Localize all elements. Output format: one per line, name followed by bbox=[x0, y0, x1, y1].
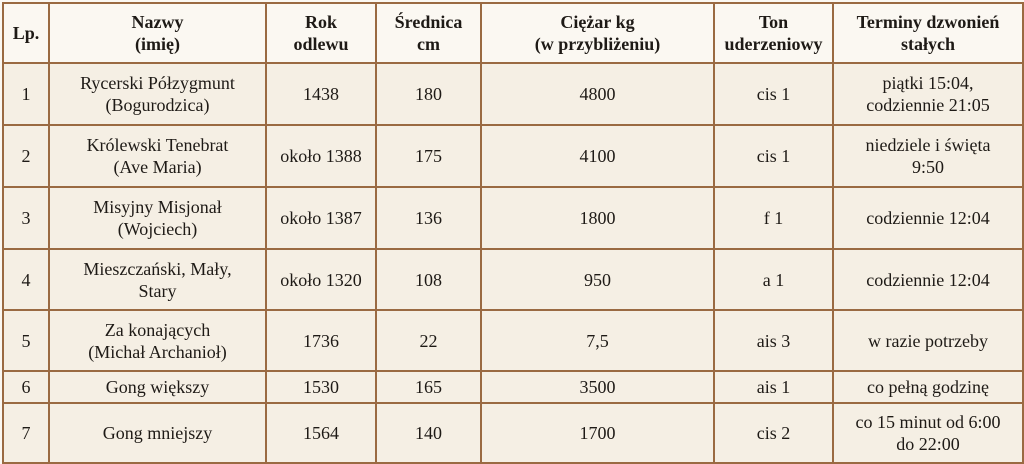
table-cell: cis 2 bbox=[713, 402, 834, 464]
header-row: Lp. Nazwy (imię) Rok odlewu Średnica cm Cięż… bbox=[2, 2, 1024, 64]
table-cell: 1530 bbox=[265, 370, 377, 404]
table-cell: około 1387 bbox=[265, 186, 377, 250]
table-cell: 6 bbox=[2, 370, 50, 404]
header-cell: Nazwy (imię) bbox=[48, 2, 267, 64]
table-cell: 2 bbox=[2, 124, 50, 188]
table-cell: 5 bbox=[2, 309, 50, 372]
table-cell: 7 bbox=[2, 402, 50, 464]
table-row: 6 Gong większy 1530 165 3500 ais 1 co pełną go… bbox=[2, 370, 1024, 404]
table-row: 5 Za konających (Michał Archanioł) 1736 22 7… bbox=[2, 309, 1024, 372]
table-row: 1 Rycerski Półzygmunt (Bogurodzica) 1438 18… bbox=[2, 62, 1024, 126]
table-cell: cis 1 bbox=[713, 62, 834, 126]
header-cell: Ton uderzeniowy bbox=[713, 2, 834, 64]
table-cell: 4100 bbox=[480, 124, 715, 188]
table-cell: 1800 bbox=[480, 186, 715, 250]
table-cell: 1700 bbox=[480, 402, 715, 464]
table-cell: Królewski Tenebrat (Ave Maria) bbox=[48, 124, 267, 188]
table-cell: niedziele i święta 9:50 bbox=[832, 124, 1024, 188]
table-cell: 3 bbox=[2, 186, 50, 250]
table-cell: 175 bbox=[375, 124, 482, 188]
table-cell: 4800 bbox=[480, 62, 715, 126]
table-cell: piątki 15:04, codziennie 21:05 bbox=[832, 62, 1024, 126]
table-row: 3 Misyjny Misjonał (Wojciech) około 1387 13… bbox=[2, 186, 1024, 250]
header-cell: Terminy dzwonień stałych bbox=[832, 2, 1024, 64]
table-cell: codziennie 12:04 bbox=[832, 248, 1024, 311]
table-cell: około 1388 bbox=[265, 124, 377, 188]
table-cell: 108 bbox=[375, 248, 482, 311]
table-cell: w razie potrzeby bbox=[832, 309, 1024, 372]
table-cell: 1 bbox=[2, 62, 50, 126]
table-cell: 1438 bbox=[265, 62, 377, 126]
table-cell: 950 bbox=[480, 248, 715, 311]
table-cell: codziennie 12:04 bbox=[832, 186, 1024, 250]
table-cell: 4 bbox=[2, 248, 50, 311]
header-cell: Rok odlewu bbox=[265, 2, 377, 64]
table-row: 2 Królewski Tenebrat (Ave Maria) około 138… bbox=[2, 124, 1024, 188]
table-cell: 1736 bbox=[265, 309, 377, 372]
table-cell: około 1320 bbox=[265, 248, 377, 311]
header-cell: Ciężar kg (w przybliżeniu) bbox=[480, 2, 715, 64]
table-cell: co pełną godzinę bbox=[832, 370, 1024, 404]
table-cell: Mieszczański, Mały, Stary bbox=[48, 248, 267, 311]
table-cell: 136 bbox=[375, 186, 482, 250]
table-cell: Misyjny Misjonał (Wojciech) bbox=[48, 186, 267, 250]
table-row: 7 Gong mniejszy 1564 140 1700 cis 2 co 15 minu… bbox=[2, 402, 1024, 464]
table-cell: 1564 bbox=[265, 402, 377, 464]
table-cell: 180 bbox=[375, 62, 482, 126]
table-body: 1 Rycerski Półzygmunt (Bogurodzica) 1438 18… bbox=[2, 62, 1024, 464]
table-cell: cis 1 bbox=[713, 124, 834, 188]
table-cell: 22 bbox=[375, 309, 482, 372]
table-row: 4 Mieszczański, Mały, Stary około 1320 108 9… bbox=[2, 248, 1024, 311]
table-cell: Gong większy bbox=[48, 370, 267, 404]
table-cell: 140 bbox=[375, 402, 482, 464]
table-cell: ais 1 bbox=[713, 370, 834, 404]
table-cell: Gong mniejszy bbox=[48, 402, 267, 464]
table-cell: 3500 bbox=[480, 370, 715, 404]
table-cell: co 15 minut od 6:00 do 22:00 bbox=[832, 402, 1024, 464]
header-cell: Lp. bbox=[2, 2, 50, 64]
table-cell: Za konających (Michał Archanioł) bbox=[48, 309, 267, 372]
table-cell: f 1 bbox=[713, 186, 834, 250]
table-cell: 165 bbox=[375, 370, 482, 404]
table-cell: a 1 bbox=[713, 248, 834, 311]
header-cell: Średnica cm bbox=[375, 2, 482, 64]
table-cell: 7,5 bbox=[480, 309, 715, 372]
table-cell: Rycerski Półzygmunt (Bogurodzica) bbox=[48, 62, 267, 126]
table-cell: ais 3 bbox=[713, 309, 834, 372]
